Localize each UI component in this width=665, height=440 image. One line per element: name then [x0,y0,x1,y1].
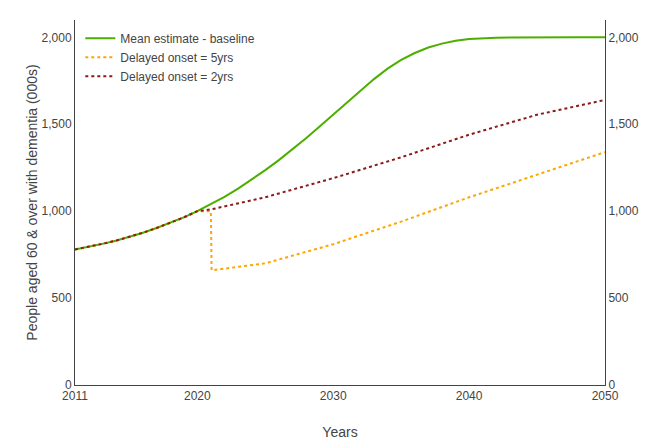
svg-text:500: 500 [52,291,72,305]
svg-text:2030: 2030 [320,389,347,403]
svg-text:Years: Years [322,424,357,440]
svg-text:2040: 2040 [456,389,483,403]
svg-text:1,500: 1,500 [42,117,72,131]
svg-text:500: 500 [608,291,628,305]
svg-text:0: 0 [608,378,615,392]
svg-text:1,000: 1,000 [608,204,638,218]
svg-text:2011: 2011 [62,389,88,403]
svg-text:Delayed onset = 2yrs: Delayed onset = 2yrs [120,70,233,84]
svg-text:Mean estimate - baseline: Mean estimate - baseline [120,32,254,46]
svg-text:0: 0 [65,378,72,392]
svg-text:2,000: 2,000 [608,31,638,45]
svg-text:Delayed onset = 5yrs: Delayed onset = 5yrs [120,51,233,65]
svg-text:1,500: 1,500 [608,117,638,131]
svg-text:1,000: 1,000 [42,204,72,218]
svg-text:2020: 2020 [184,389,211,403]
svg-text:People aged 60 & over with dem: People aged 60 & over with dementia (000… [24,64,40,340]
svg-text:2050: 2050 [592,389,619,403]
svg-text:2,000: 2,000 [42,31,72,45]
